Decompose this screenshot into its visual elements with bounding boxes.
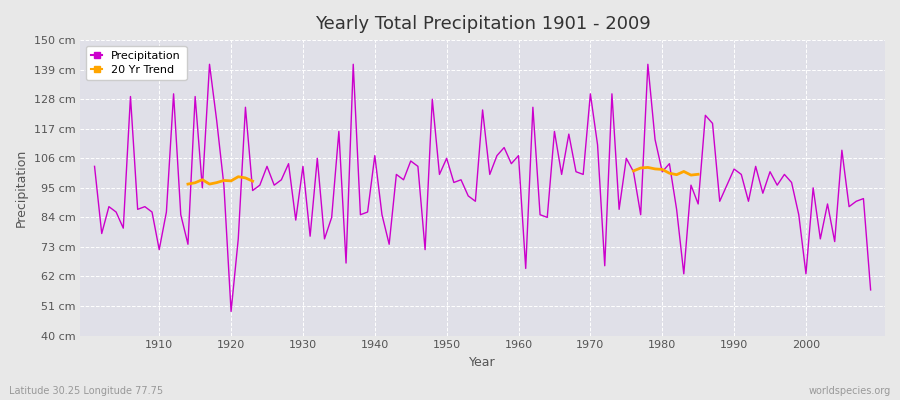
X-axis label: Year: Year (469, 356, 496, 369)
Text: worldspecies.org: worldspecies.org (809, 386, 891, 396)
Legend: Precipitation, 20 Yr Trend: Precipitation, 20 Yr Trend (86, 46, 186, 80)
Title: Yearly Total Precipitation 1901 - 2009: Yearly Total Precipitation 1901 - 2009 (315, 15, 651, 33)
Text: Latitude 30.25 Longitude 77.75: Latitude 30.25 Longitude 77.75 (9, 386, 163, 396)
Y-axis label: Precipitation: Precipitation (15, 149, 28, 227)
